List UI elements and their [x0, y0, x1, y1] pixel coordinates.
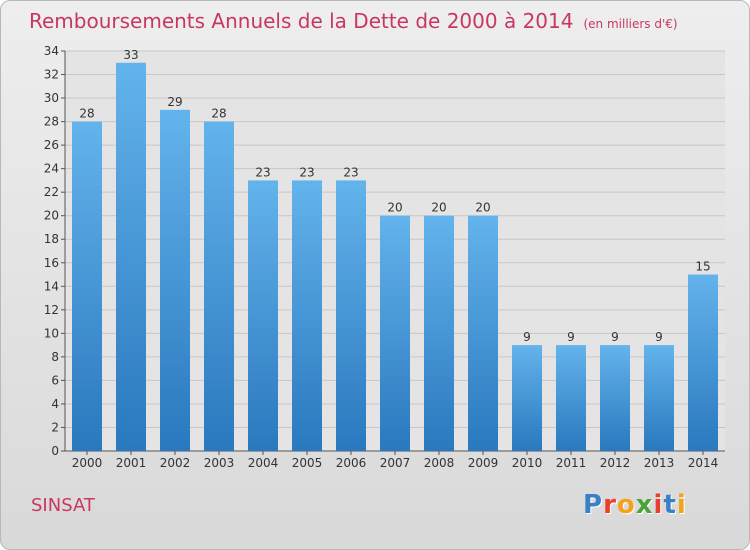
- bar: [688, 274, 718, 451]
- logo-letter: x: [635, 490, 654, 520]
- chart-unit: (en milliers d'€): [583, 17, 678, 31]
- y-tick-label: 14: [44, 279, 59, 293]
- bar: [72, 121, 102, 452]
- x-tick-label: 2009: [468, 456, 499, 470]
- y-tick-label: 4: [51, 397, 59, 411]
- x-tick-label: 2014: [688, 456, 719, 470]
- bar: [512, 345, 542, 451]
- data-label: 28: [211, 107, 226, 121]
- data-label: 9: [611, 330, 619, 344]
- y-tick-label: 8: [51, 350, 59, 364]
- chart-title: Remboursements Annuels de la Dette de 20…: [29, 9, 574, 33]
- x-tick-label: 2004: [248, 456, 279, 470]
- y-tick-label: 22: [44, 185, 59, 199]
- logo-letter: o: [616, 490, 636, 520]
- x-tick-label: 2012: [600, 456, 631, 470]
- y-tick-label: 26: [44, 138, 59, 152]
- data-label: 20: [475, 201, 490, 215]
- x-tick-label: 2002: [160, 456, 191, 470]
- data-label: 9: [523, 330, 531, 344]
- y-tick-label: 32: [44, 68, 59, 82]
- y-tick-label: 34: [44, 44, 59, 58]
- x-tick-label: 2013: [644, 456, 675, 470]
- bar: [424, 215, 454, 451]
- logo-letter: i: [653, 490, 664, 520]
- logo-letter: t: [663, 490, 677, 520]
- chart-title-block: Remboursements Annuels de la Dette de 20…: [29, 9, 678, 33]
- data-label: 29: [167, 95, 182, 109]
- data-label: 23: [255, 165, 270, 179]
- y-tick-label: 10: [44, 326, 59, 340]
- data-label: 33: [123, 48, 138, 62]
- logo-letter: r: [603, 490, 617, 520]
- commune-name: SINSAT: [31, 495, 95, 516]
- data-label: 9: [567, 330, 575, 344]
- bar: [600, 345, 630, 451]
- y-tick-label: 2: [51, 420, 59, 434]
- bar: [248, 180, 278, 452]
- y-tick-label: 0: [51, 444, 59, 458]
- bar: [644, 345, 674, 451]
- data-label: 23: [299, 165, 314, 179]
- data-label: 28: [79, 107, 94, 121]
- x-tick-label: 2001: [116, 456, 147, 470]
- data-label: 20: [387, 201, 402, 215]
- data-label: 20: [431, 201, 446, 215]
- bar: [116, 62, 146, 451]
- x-tick-label: 2005: [292, 456, 323, 470]
- y-tick-label: 6: [51, 373, 59, 387]
- x-tick-label: 2011: [556, 456, 587, 470]
- y-tick-label: 28: [44, 115, 59, 129]
- data-label: 15: [695, 260, 710, 274]
- x-tick-label: 2000: [72, 456, 103, 470]
- x-tick-label: 2007: [380, 456, 411, 470]
- y-tick-label: 18: [44, 232, 59, 246]
- data-label: 23: [343, 165, 358, 179]
- bar: [380, 215, 410, 451]
- logo-letter: P: [583, 490, 604, 520]
- bar: [468, 215, 498, 451]
- x-tick-label: 2008: [424, 456, 455, 470]
- x-tick-label: 2003: [204, 456, 235, 470]
- proxiti-logo: Proxiti: [583, 490, 687, 520]
- x-tick-label: 2006: [336, 456, 367, 470]
- y-tick-label: 20: [44, 209, 59, 223]
- bar: [292, 180, 322, 452]
- logo-letter: i: [676, 490, 687, 520]
- bar: [556, 345, 586, 451]
- bar: [204, 121, 234, 452]
- y-tick-label: 24: [44, 162, 59, 176]
- bar: [160, 109, 190, 451]
- x-tick-label: 2010: [512, 456, 543, 470]
- y-tick-label: 30: [44, 91, 59, 105]
- y-tick-label: 12: [44, 303, 59, 317]
- data-label: 9: [655, 330, 663, 344]
- bar: [336, 180, 366, 452]
- y-tick-label: 16: [44, 256, 59, 270]
